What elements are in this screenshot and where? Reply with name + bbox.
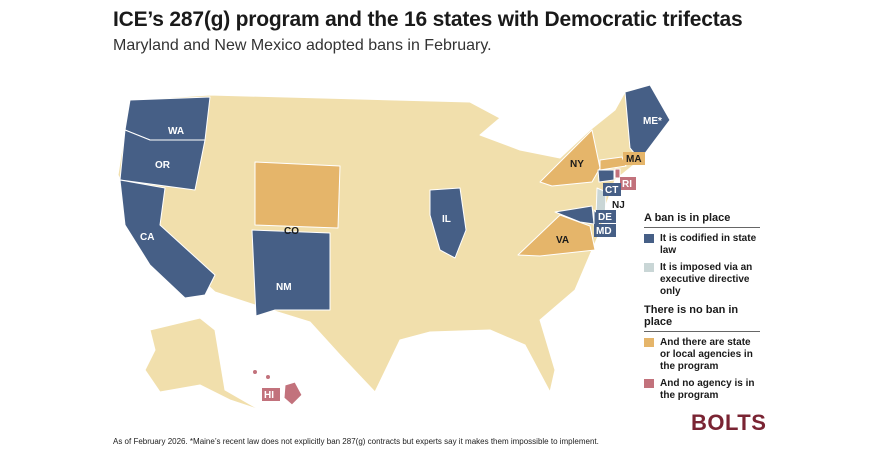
state-california bbox=[119, 179, 216, 299]
legend-item-no-agency: And no agency is in the program bbox=[644, 378, 760, 402]
footnote: As of February 2026. *Maine’s recent law… bbox=[113, 437, 599, 446]
state-hawaii-islands bbox=[265, 374, 271, 380]
label-il: IL bbox=[442, 214, 451, 225]
label-me: ME* bbox=[643, 116, 662, 127]
label-ca: CA bbox=[140, 232, 154, 243]
label-ma: MA bbox=[626, 154, 642, 165]
label-wa: WA bbox=[168, 126, 184, 137]
label-ri: RI bbox=[622, 179, 632, 190]
legend-item-executive: It is imposed via an executive directive… bbox=[644, 262, 760, 298]
label-ct: CT bbox=[605, 185, 618, 196]
legend-item-agencies: And there are state or local agencies in… bbox=[644, 337, 760, 373]
bolts-logo: BOLTS bbox=[691, 410, 767, 435]
state-maryland bbox=[554, 205, 595, 225]
state-alaska bbox=[144, 317, 261, 411]
state-connecticut bbox=[597, 169, 615, 183]
state-massachusetts bbox=[599, 156, 627, 171]
legend-label: It is imposed via an executive directive… bbox=[660, 262, 753, 297]
label-de: DE bbox=[598, 212, 612, 223]
state-colorado bbox=[254, 161, 341, 229]
legend-item-codified: It is codified in state law bbox=[644, 233, 760, 257]
label-ny: NY bbox=[570, 159, 584, 170]
state-oregon bbox=[119, 129, 206, 191]
state-rhode-island bbox=[614, 168, 621, 179]
state-maine bbox=[624, 84, 671, 161]
label-va: VA bbox=[556, 235, 569, 246]
state-new-mexico bbox=[251, 229, 331, 317]
state-illinois bbox=[429, 187, 467, 259]
label-hi: HI bbox=[264, 390, 274, 401]
state-hawaii-islands bbox=[252, 369, 258, 375]
legend-label: And no agency is in the program bbox=[660, 378, 755, 401]
legend-group-ban: A ban is in place bbox=[644, 212, 760, 228]
label-nm: NM bbox=[276, 282, 292, 293]
label-md: MD bbox=[596, 226, 612, 237]
legend-label: It is codified in state law bbox=[660, 233, 757, 256]
state-hawaii bbox=[283, 381, 303, 406]
legend-label: And there are state or local agencies in… bbox=[660, 337, 753, 372]
legend-group-no-ban: There is no ban in place bbox=[644, 304, 760, 332]
state-virginia bbox=[517, 214, 596, 257]
label-nj: NJ bbox=[612, 200, 625, 211]
chart-title: ICE’s 287(g) program and the 16 states w… bbox=[113, 8, 743, 31]
legend: A ban is in place It is codified in stat… bbox=[644, 212, 760, 407]
chart-subtitle: Maryland and New Mexico adopted bans in … bbox=[113, 37, 492, 54]
label-or: OR bbox=[155, 160, 171, 171]
label-co: CO bbox=[284, 226, 299, 237]
